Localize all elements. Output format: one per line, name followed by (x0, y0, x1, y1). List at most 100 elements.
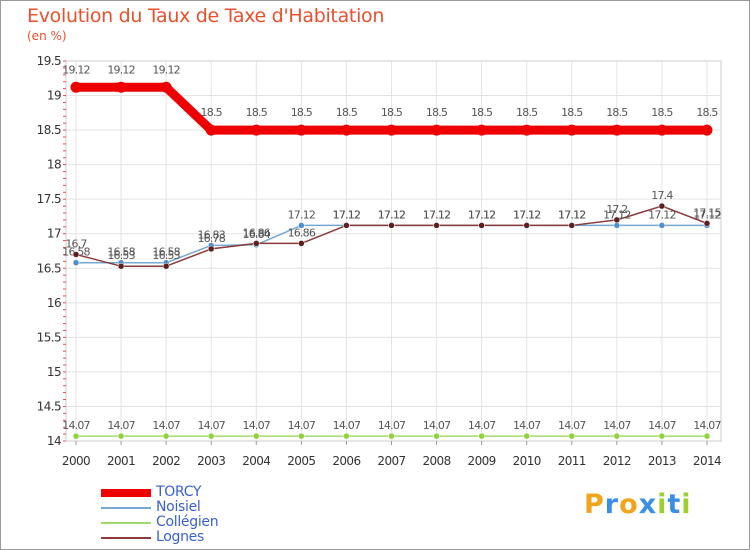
data-label: 14.07 (243, 419, 271, 432)
data-label: 16.58 (152, 246, 180, 259)
data-point (253, 432, 260, 440)
data-label: 17.12 (513, 208, 541, 221)
data-point (343, 222, 350, 229)
data-point (568, 222, 576, 229)
chart-subtitle: (en %) (27, 29, 67, 43)
data-label: 17.12 (288, 208, 316, 221)
data-point (613, 222, 621, 229)
data-label: 17.12 (468, 208, 496, 221)
data-point (521, 124, 533, 136)
data-point (656, 124, 668, 136)
data-label: 17.12 (378, 208, 406, 221)
data-label: 14.07 (603, 419, 631, 432)
data-label: 17.15 (693, 206, 721, 219)
y-tick-label: 14.5 (37, 399, 61, 413)
data-point (523, 432, 530, 440)
logo-letter: r (604, 489, 620, 520)
data-label: 18.5 (696, 106, 718, 119)
data-label: 17.4 (651, 189, 673, 202)
data-label: 17.12 (603, 208, 631, 221)
data-point (115, 81, 127, 93)
data-label: 17.12 (558, 208, 586, 221)
data-label: 14.07 (513, 419, 541, 432)
data-label: 16.53 (152, 249, 180, 262)
x-tick-label: 2014 (693, 454, 721, 468)
x-tick-label: 2010 (513, 454, 541, 468)
plot-area (65, 60, 722, 442)
data-label: 14.07 (648, 419, 676, 432)
data-point (250, 124, 262, 136)
data-label: 18.5 (471, 106, 493, 119)
data-point (385, 124, 397, 136)
data-point (658, 202, 666, 210)
data-point (613, 216, 621, 224)
x-tick-label: 2003 (197, 454, 225, 468)
data-label: 18.5 (426, 106, 448, 119)
data-label: 18.5 (381, 106, 403, 119)
data-label: 17.2 (606, 203, 627, 216)
y-tick-label: 15.5 (37, 330, 61, 344)
y-tick-label: 17.5 (37, 192, 61, 206)
data-point (162, 262, 170, 270)
x-tick-label: 2005 (287, 454, 315, 468)
data-label: 14.07 (333, 419, 361, 432)
data-label: 16.84 (243, 228, 271, 241)
data-label: 16.78 (197, 232, 225, 245)
data-label: 16.7 (65, 237, 87, 250)
data-point (298, 240, 305, 247)
legend-swatch (101, 522, 151, 524)
data-point (523, 222, 530, 229)
proxiti-logo: Proxiti (584, 489, 692, 520)
data-label: 14.07 (288, 419, 316, 432)
data-point (72, 259, 80, 266)
data-label: 17.12 (693, 208, 721, 221)
data-point (431, 124, 443, 136)
data-label: 16.86 (288, 226, 316, 239)
x-tick-label: 2001 (107, 454, 135, 468)
logo-letter: o (619, 489, 639, 520)
data-point (205, 124, 217, 136)
data-point (388, 432, 395, 440)
x-tick-label: 2004 (242, 454, 270, 468)
legend-label: Lognes (156, 529, 204, 545)
logo-letter: i (657, 489, 668, 520)
data-point (298, 222, 305, 229)
data-label: 18.5 (561, 106, 583, 119)
data-point (658, 222, 666, 229)
data-label: 17.12 (333, 208, 361, 221)
logo-letter: P (584, 489, 605, 520)
data-point (72, 432, 80, 440)
data-label: 14.07 (468, 419, 496, 432)
data-label: 19.12 (107, 63, 135, 76)
y-tick-label: 16 (47, 296, 61, 310)
logo-letter: x (638, 489, 658, 520)
data-point (70, 81, 82, 93)
chart-title: Evolution du Taux de Taxe d'Habitation (27, 5, 385, 27)
y-tick-label: 15 (47, 365, 61, 379)
data-label: 16.58 (107, 246, 135, 259)
data-label: 18.5 (201, 106, 223, 119)
data-label: 17.12 (468, 208, 496, 221)
logo-letter: i (681, 489, 692, 520)
data-label: 17.12 (648, 208, 676, 221)
data-label: 14.07 (152, 419, 180, 432)
data-point (611, 124, 623, 136)
legend-swatch (101, 537, 151, 539)
data-label: 18.5 (651, 106, 673, 119)
legend-label: Collégien (156, 514, 219, 530)
data-label: 14.07 (558, 419, 586, 432)
data-point (340, 124, 352, 136)
data-label: 17.12 (423, 208, 451, 221)
legend-label: Noisiel (156, 499, 201, 515)
data-point (658, 432, 666, 440)
data-label: 17.12 (513, 208, 541, 221)
data-label: 16.53 (107, 249, 135, 262)
data-point (343, 432, 350, 440)
x-tick-label: 2008 (422, 454, 450, 468)
x-tick-label: 2006 (332, 454, 360, 468)
data-point (701, 124, 713, 136)
data-label: 19.12 (152, 63, 180, 76)
data-label: 16.86 (243, 226, 271, 239)
x-tick-label: 2009 (468, 454, 496, 468)
legend-swatch (101, 507, 151, 509)
